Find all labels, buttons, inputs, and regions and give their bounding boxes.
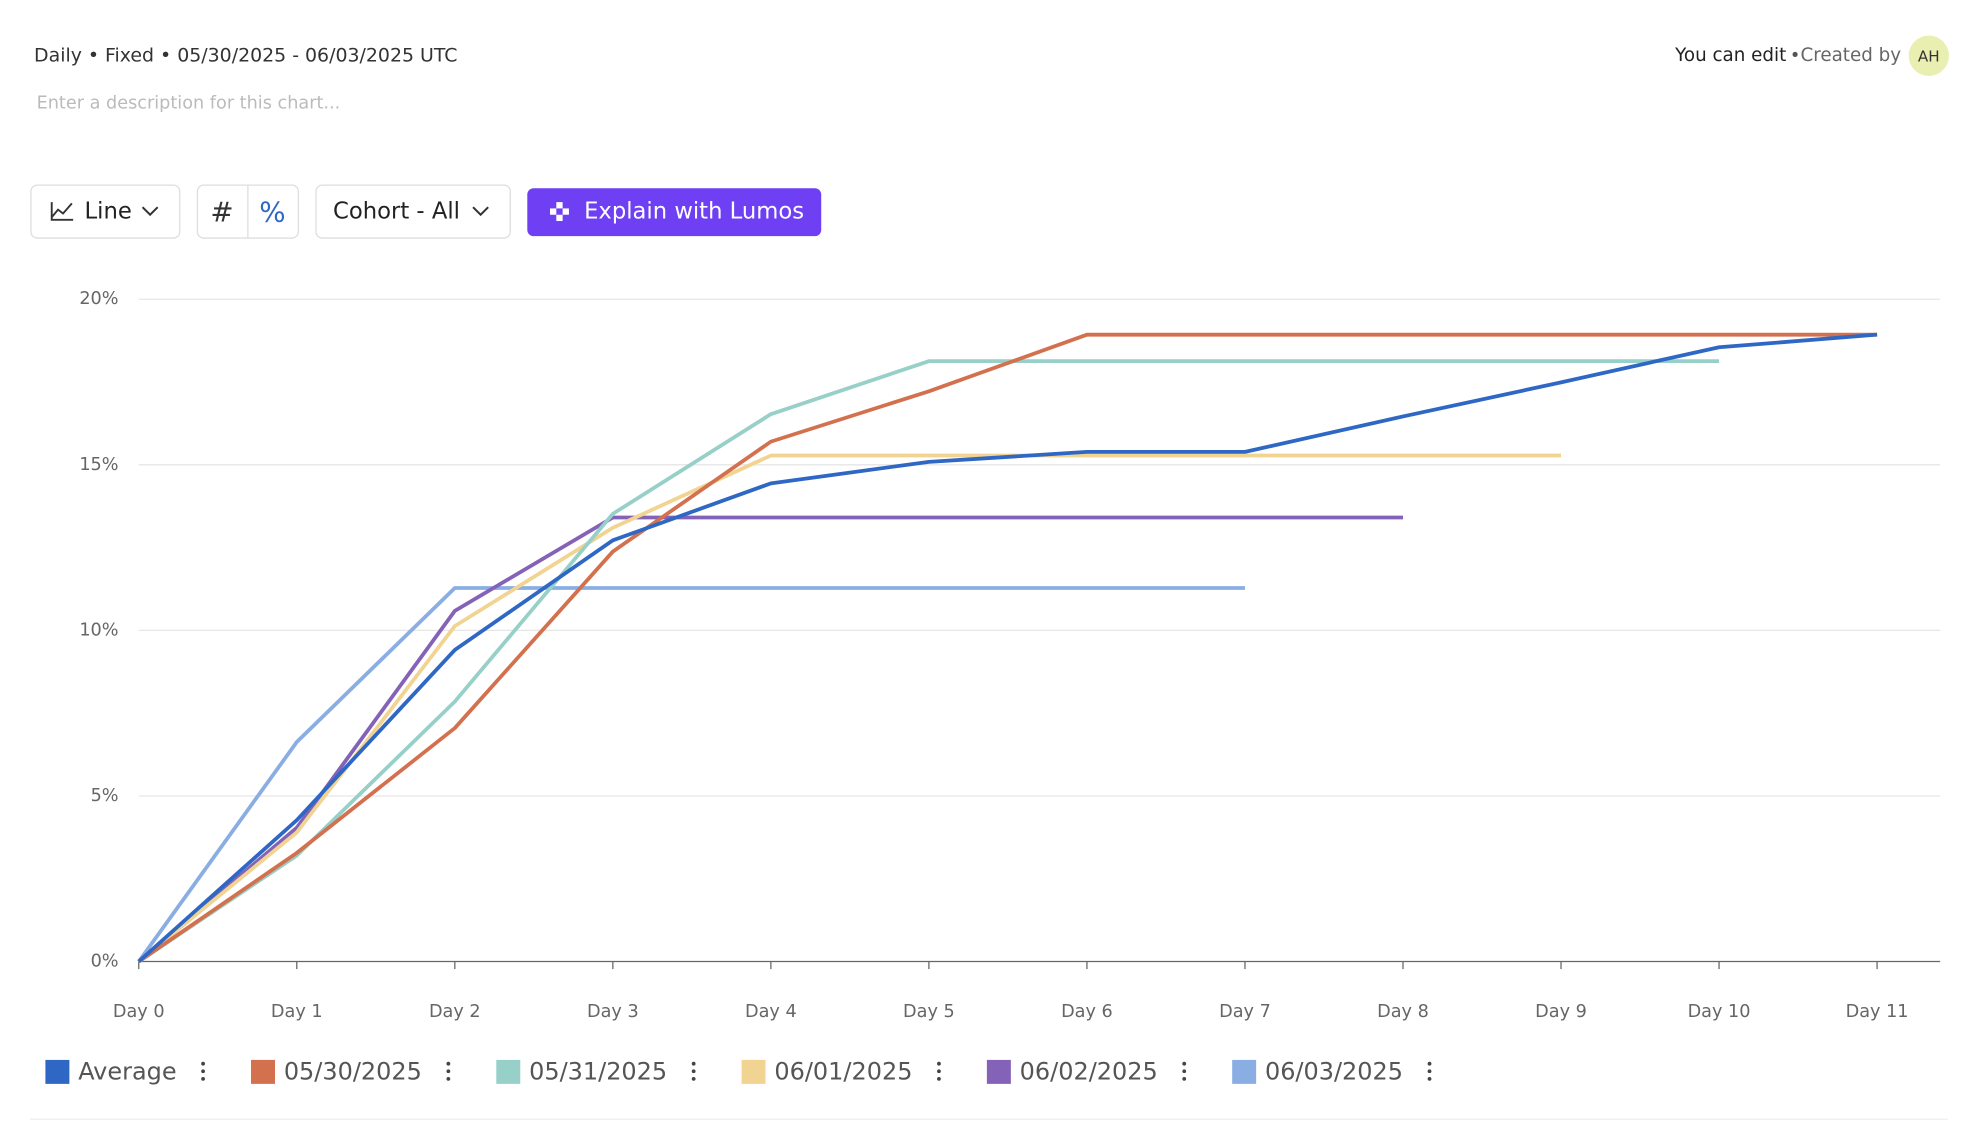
legend-menu-dot [201, 1076, 205, 1081]
x-tick-label: Day 6 [1061, 1002, 1113, 1022]
legend-menu-dot [446, 1076, 451, 1081]
description-input[interactable]: Enter a description for this chart... [37, 94, 341, 114]
legend-menu-dot [201, 1061, 205, 1066]
explain-label: Explain with Lumos [584, 199, 804, 225]
separator: • [1790, 46, 1800, 66]
y-tick-label: 20% [79, 289, 118, 309]
series-line [137, 453, 1562, 963]
x-tick-label: Day 3 [587, 1002, 639, 1022]
legend-label: 06/02/2025 [1020, 1058, 1158, 1086]
legend-swatch [45, 1059, 70, 1084]
edit-status: You can edit [1674, 45, 1786, 66]
legend-menu-dot [1182, 1061, 1187, 1066]
x-tick-label: Day 8 [1377, 1002, 1429, 1022]
legend-menu-dot [691, 1069, 696, 1074]
legend-menu-dot [937, 1076, 941, 1081]
legend-swatch [986, 1059, 1011, 1084]
legend-swatch [741, 1059, 766, 1084]
percent-toggle[interactable]: % [259, 195, 285, 228]
x-tick-label: Day 1 [271, 1002, 323, 1022]
date-range: Daily • Fixed • 05/30/2025 - 06/03/2025 … [34, 44, 457, 66]
x-tick-label: Day 2 [429, 1002, 481, 1022]
x-tick-label: Day 4 [745, 1002, 797, 1022]
chevron [472, 206, 489, 217]
count-toggle[interactable]: # [210, 195, 233, 228]
chart-type-button[interactable] [30, 184, 181, 239]
legend-menu-dot [691, 1061, 696, 1066]
legend-menu-dot [201, 1069, 205, 1074]
legend-label: 06/01/2025 [774, 1058, 912, 1086]
line-icon [50, 202, 74, 221]
x-tick-label: Day 11 [1846, 1002, 1909, 1022]
series-line [137, 586, 1245, 963]
explain-button[interactable] [527, 188, 822, 237]
legend-label: Average [78, 1058, 176, 1086]
chevron [141, 206, 159, 217]
legend-label: 05/30/2025 [284, 1058, 422, 1086]
series-line [137, 332, 1878, 964]
series-line [137, 515, 1403, 963]
series-line [137, 359, 1720, 964]
x-tick-label: Day 7 [1219, 1002, 1271, 1022]
cohort-button[interactable] [315, 184, 511, 239]
chart-type-label: Line [85, 199, 132, 225]
x-tick-label: Day 0 [113, 1002, 165, 1022]
legend-swatch [251, 1059, 275, 1084]
legend-menu-dot [1182, 1076, 1187, 1081]
legend-label: 06/03/2025 [1265, 1058, 1403, 1086]
legend-menu-dot [1182, 1069, 1187, 1074]
legend-menu-dot [691, 1076, 696, 1081]
legend-swatch [1232, 1059, 1257, 1084]
legend-menu-dot [937, 1069, 941, 1074]
legend-swatch [496, 1059, 521, 1084]
x-tick-label: Day 5 [903, 1002, 955, 1022]
created-by: Created by [1800, 45, 1901, 66]
legend-menu-dot [446, 1061, 451, 1066]
y-tick-label: 0% [91, 952, 119, 972]
y-tick-label: 5% [91, 786, 119, 806]
legend-label: 05/31/2025 [529, 1058, 667, 1086]
legend-menu-dot [1427, 1069, 1432, 1074]
legend-menu-dot [937, 1061, 941, 1066]
avatar[interactable] [1908, 35, 1949, 76]
y-tick-label: 10% [79, 620, 118, 640]
cohort-label: Cohort - All [333, 199, 460, 225]
y-tick-label: 15% [79, 455, 118, 475]
series-line [137, 332, 1878, 963]
x-tick-label: Day 10 [1688, 1002, 1751, 1022]
legend-menu-dot [1427, 1076, 1432, 1081]
x-tick-label: Day 9 [1535, 1002, 1587, 1022]
avatar-initials: AH [1918, 48, 1940, 66]
lumos-icon [550, 202, 569, 222]
legend-menu-dot [446, 1069, 451, 1074]
legend-menu-dot [1427, 1061, 1432, 1066]
